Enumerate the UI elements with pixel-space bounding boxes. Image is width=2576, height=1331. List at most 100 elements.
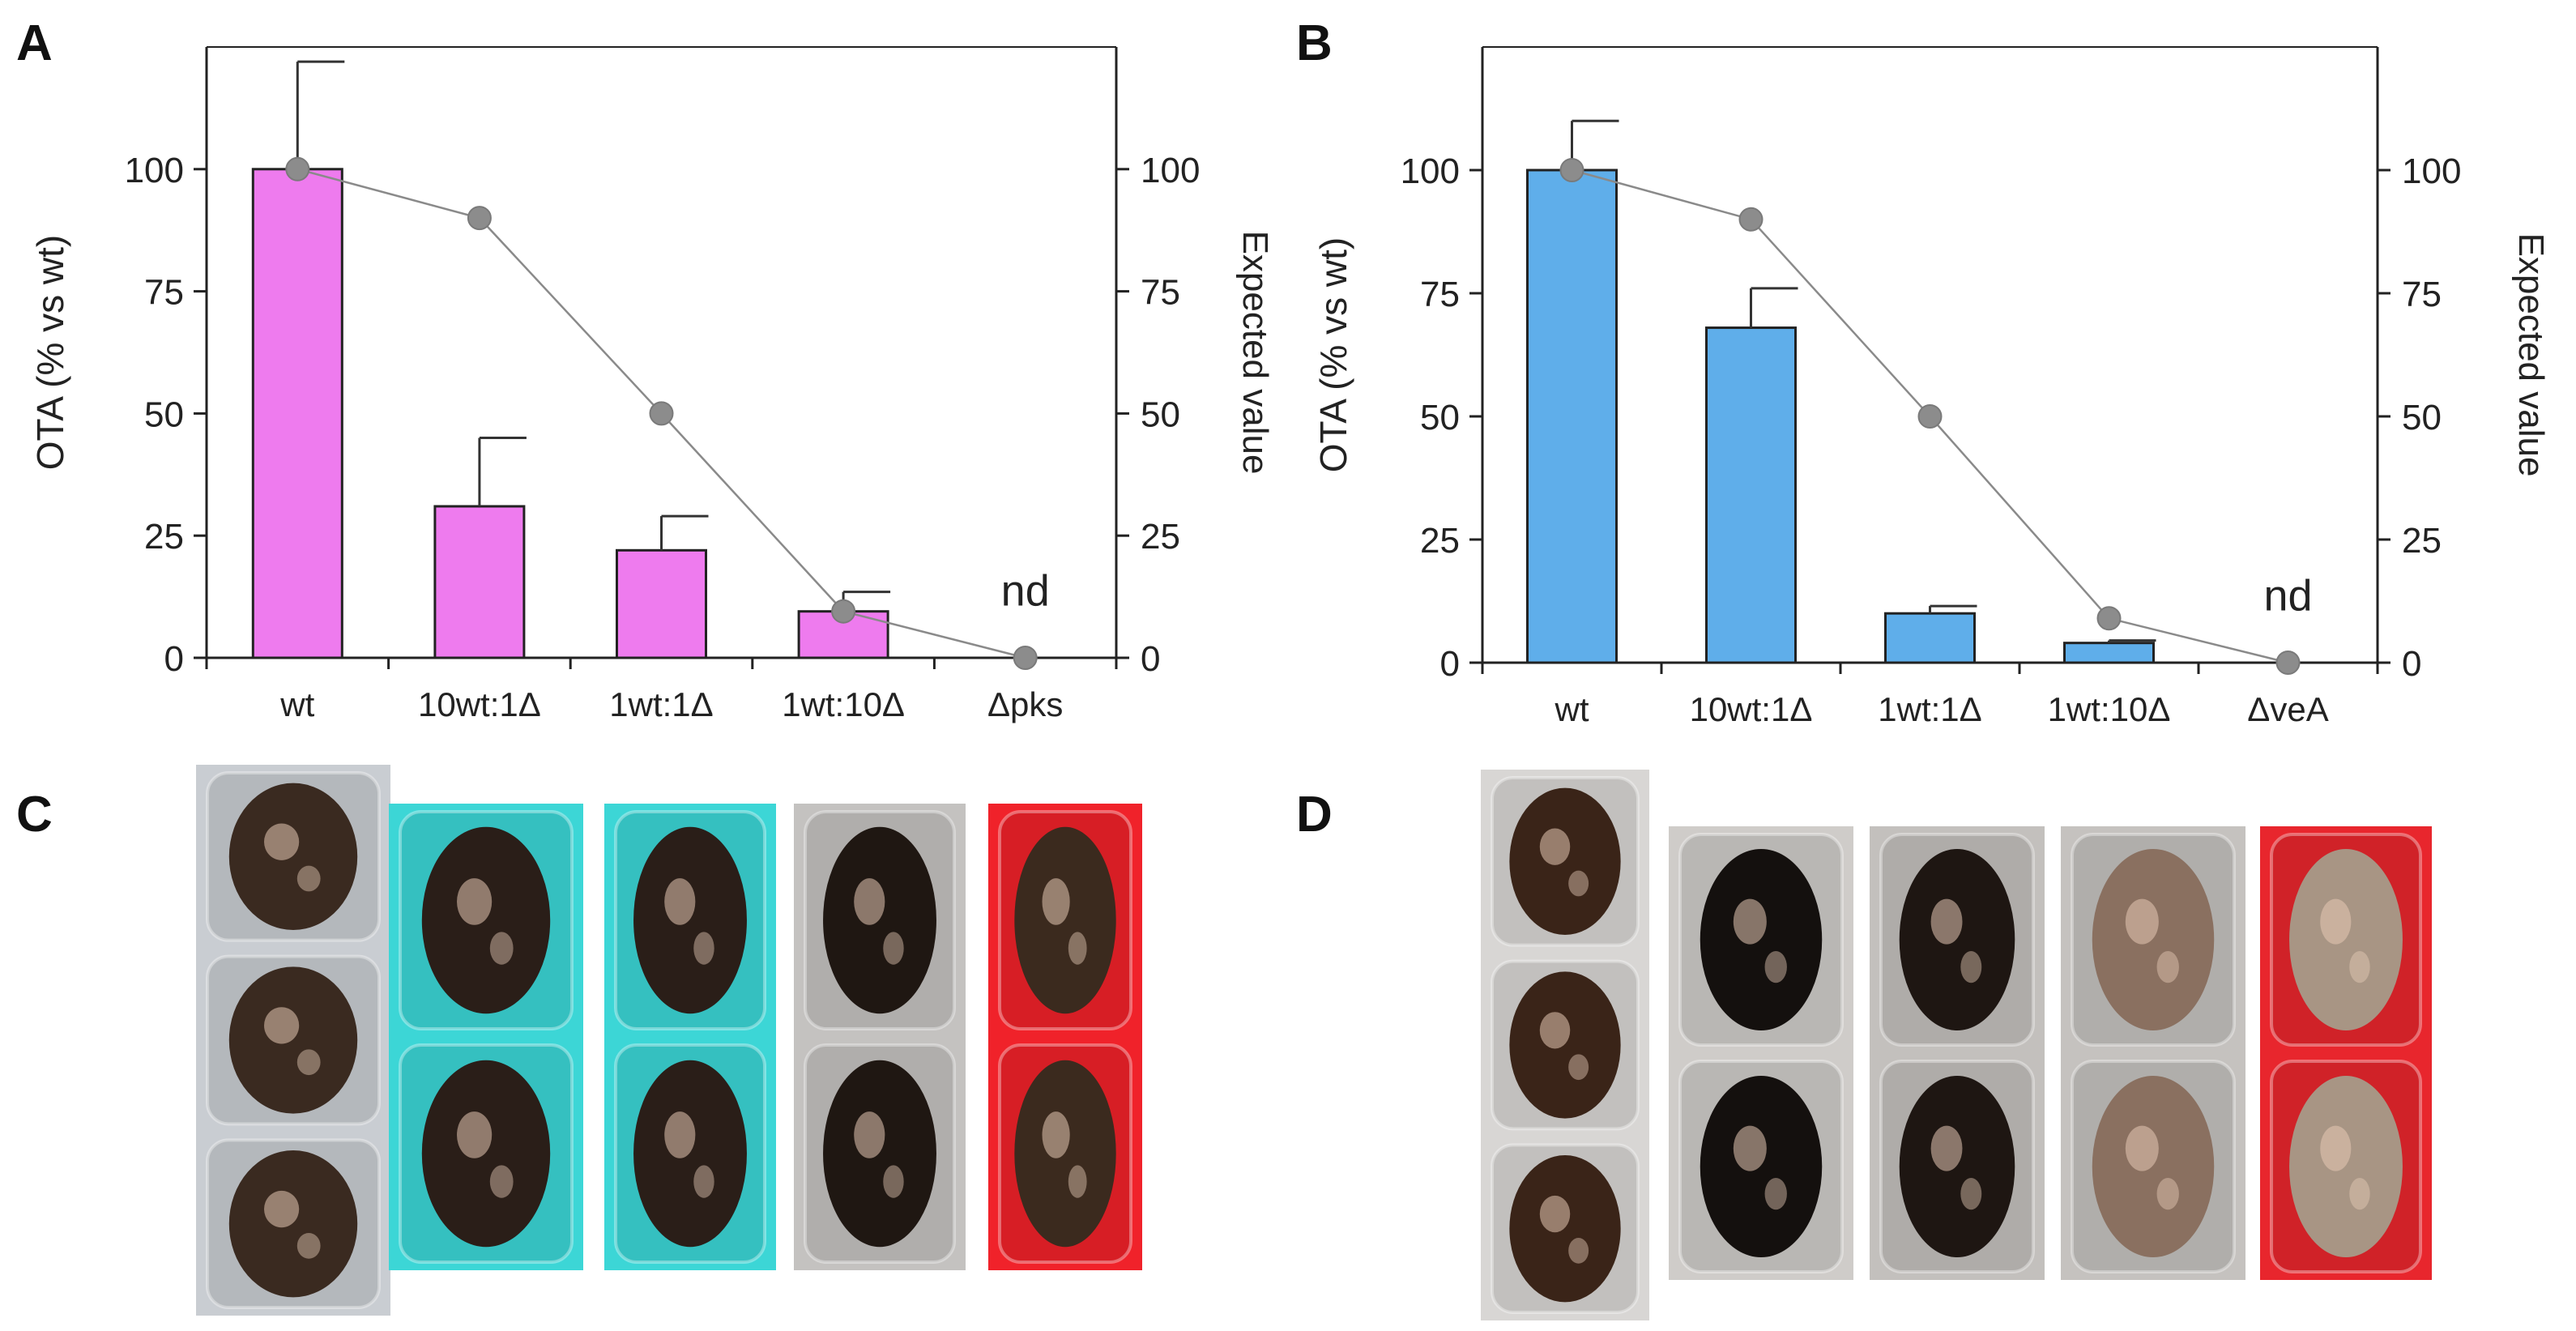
nd-label: nd <box>2263 571 2312 620</box>
seed-spot <box>2125 898 2159 945</box>
x-tick-label: wt <box>1555 690 1589 728</box>
panel-label-c: C <box>16 787 53 843</box>
y-tick-label: 100 <box>125 151 184 190</box>
expected-point <box>2275 651 2301 675</box>
seed <box>1014 826 1116 1014</box>
y-axis-title: OTA (% vs wt) <box>1312 237 1354 473</box>
seed <box>2092 849 2215 1030</box>
seed-spot <box>296 865 321 892</box>
y2-tick-label: 25 <box>1141 517 1180 557</box>
y-tick-label: 75 <box>1420 275 1460 314</box>
y2-tick-label: 75 <box>2402 275 2442 314</box>
y-tick-label: 25 <box>1420 521 1460 561</box>
seed-spot <box>1764 951 1787 983</box>
seed <box>1509 787 1621 935</box>
expected-point <box>831 599 856 624</box>
bar <box>251 168 343 659</box>
x-tick-label: Δpks <box>987 685 1063 723</box>
x-tick-label: 1wt:10Δ <box>782 685 905 723</box>
seed-spot <box>854 1111 885 1158</box>
seed <box>228 966 358 1114</box>
photo-strip-c-2 <box>389 804 583 1270</box>
seed <box>421 1060 551 1248</box>
expected-point <box>467 206 492 231</box>
seed <box>1700 1076 1823 1257</box>
seed <box>1014 1060 1116 1248</box>
seed-spot <box>1733 1125 1767 1171</box>
seed-spot <box>1042 1111 1070 1158</box>
seed-spot <box>664 878 696 925</box>
seed-spot <box>1539 828 1571 865</box>
seed-spot <box>2156 951 2179 983</box>
seed <box>2289 1076 2403 1257</box>
seed <box>823 826 936 1014</box>
seed <box>2092 1076 2215 1257</box>
seed-spot <box>883 932 904 965</box>
photo-strip-c-4 <box>794 804 966 1270</box>
seed-spot <box>457 878 493 925</box>
y-tick-label: 75 <box>144 273 184 313</box>
seed-spot <box>1568 1054 1589 1081</box>
x-tick-label: ΔveA <box>2247 690 2328 728</box>
expected-point <box>1738 207 1764 232</box>
expected-point <box>285 156 310 181</box>
seed-spot <box>296 1233 321 1259</box>
seed-spot <box>264 1007 300 1044</box>
seed-spot <box>2320 898 2352 945</box>
expected-point <box>2096 606 2122 631</box>
photo-strip-d-3 <box>1870 826 2045 1280</box>
bar <box>1705 326 1797 664</box>
seed-spot <box>2125 1125 2159 1171</box>
y2-tick-label: 0 <box>1141 639 1160 679</box>
photo-strip-d-2 <box>1669 826 1853 1280</box>
y-axis-title: OTA (% vs wt) <box>29 235 71 471</box>
seed <box>1899 1076 2015 1257</box>
seed-spot <box>1068 932 1087 965</box>
photo-strip-d-4 <box>2061 826 2245 1280</box>
expected-point <box>1917 404 1943 429</box>
photo-strip-c-1 <box>196 765 390 1316</box>
nd-label: nd <box>1001 567 1050 616</box>
y-tick-label: 25 <box>144 517 184 557</box>
seed <box>2289 849 2403 1030</box>
bar <box>2063 642 2155 664</box>
seed <box>228 1150 358 1298</box>
y2-axis-title: Expected value <box>2511 233 2551 477</box>
x-tick-label: 1wt:1Δ <box>1878 690 1981 728</box>
y2-tick-label: 100 <box>2402 151 2461 191</box>
seed-spot <box>1960 951 1982 983</box>
seed-spot <box>2349 951 2370 983</box>
seed-spot <box>264 1190 300 1228</box>
seed-spot <box>2349 1178 2370 1210</box>
x-tick-label: wt <box>279 685 314 723</box>
seed-spot <box>2156 1178 2179 1210</box>
photo-strip-d-1 <box>1481 770 1649 1320</box>
seed <box>1899 849 2015 1030</box>
seed <box>1509 1155 1621 1303</box>
seed <box>228 783 358 930</box>
seed-spot <box>1764 1178 1787 1210</box>
panel-label-d: D <box>1296 787 1333 843</box>
y2-tick-label: 0 <box>2402 644 2421 684</box>
y2-tick-label: 75 <box>1141 273 1180 313</box>
seed-spot <box>457 1111 493 1158</box>
bar <box>1526 169 1618 664</box>
seed-spot <box>1960 1178 1982 1210</box>
seed-spot <box>489 1165 514 1198</box>
bar <box>616 548 707 659</box>
y-tick-label: 100 <box>1401 151 1460 191</box>
seed-spot <box>489 932 514 965</box>
x-tick-label: 10wt:1Δ <box>1690 690 1813 728</box>
bar <box>1884 612 1976 664</box>
y-tick-label: 0 <box>164 639 184 679</box>
x-tick-label: 1wt:1Δ <box>609 685 713 723</box>
seed-spot <box>693 1165 714 1198</box>
panel-label-a: A <box>16 15 53 71</box>
panel-label-b: B <box>1296 15 1333 71</box>
seed-spot <box>1930 1125 1963 1171</box>
chart-b: 0 25 50 75 100 0 25 50 75 100 OTA (% vs wt) Expecte… <box>1312 46 2551 728</box>
seed <box>421 826 551 1014</box>
y-tick-label: 50 <box>1420 398 1460 437</box>
photo-strip-d-5 <box>2260 826 2432 1280</box>
seed-spot <box>1568 1238 1589 1264</box>
